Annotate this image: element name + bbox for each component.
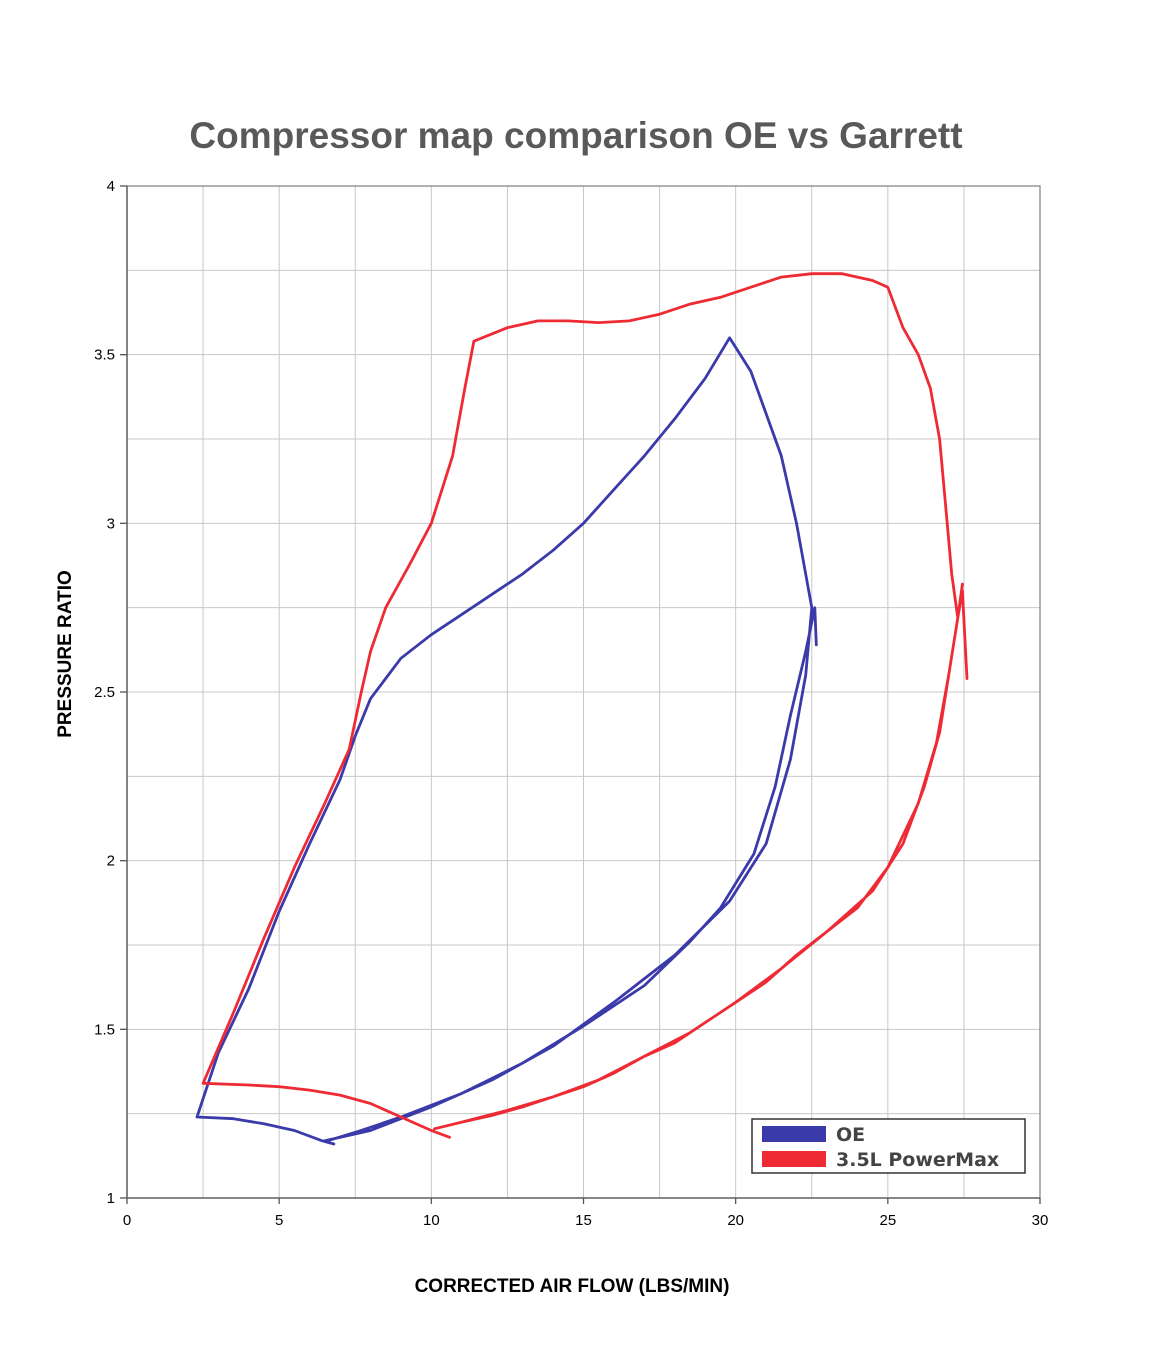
- series-line-oe: [195, 336, 818, 1146]
- y-tick-label: 3: [107, 515, 115, 532]
- legend-label-powermax: 3.5L PowerMax: [836, 1149, 999, 1171]
- y-axis-label: PRESSURE RATIO: [55, 570, 76, 738]
- legend-swatch-oe: [762, 1126, 826, 1142]
- x-tick-label: 15: [575, 1212, 592, 1229]
- y-tick-label: 1.5: [94, 1021, 115, 1038]
- series-lines: [195, 272, 969, 1146]
- x-tick-label: 20: [727, 1212, 744, 1229]
- legend-label-oe: OE: [836, 1124, 865, 1146]
- series-line-powermax: [201, 272, 969, 1139]
- y-tick-label: 1: [107, 1190, 115, 1207]
- x-axis-label: CORRECTED AIR FLOW (LBS/MIN): [415, 1276, 730, 1297]
- y-tick-label: 2.5: [94, 684, 115, 701]
- y-tick-label: 4: [107, 178, 115, 195]
- x-tick-label: 10: [423, 1212, 440, 1229]
- plot-grid: [126, 185, 1041, 1199]
- y-tick-label: 3.5: [94, 347, 115, 364]
- x-tick-label: 0: [123, 1212, 131, 1229]
- x-tick-label: 5: [275, 1212, 283, 1229]
- y-tick-label: 2: [107, 853, 115, 870]
- x-tick-label: 30: [1032, 1212, 1049, 1229]
- legend: OE 3.5L PowerMax: [751, 1118, 1026, 1174]
- x-tick-label: 25: [879, 1212, 896, 1229]
- chart-title: Compressor map comparison OE vs Garrett: [189, 115, 962, 156]
- legend-swatch-powermax: [762, 1151, 826, 1167]
- axis-ticks: 0 5 10 15 20 25 30 1 1.5 2 2.5 3 3.5 4: [94, 178, 1048, 1229]
